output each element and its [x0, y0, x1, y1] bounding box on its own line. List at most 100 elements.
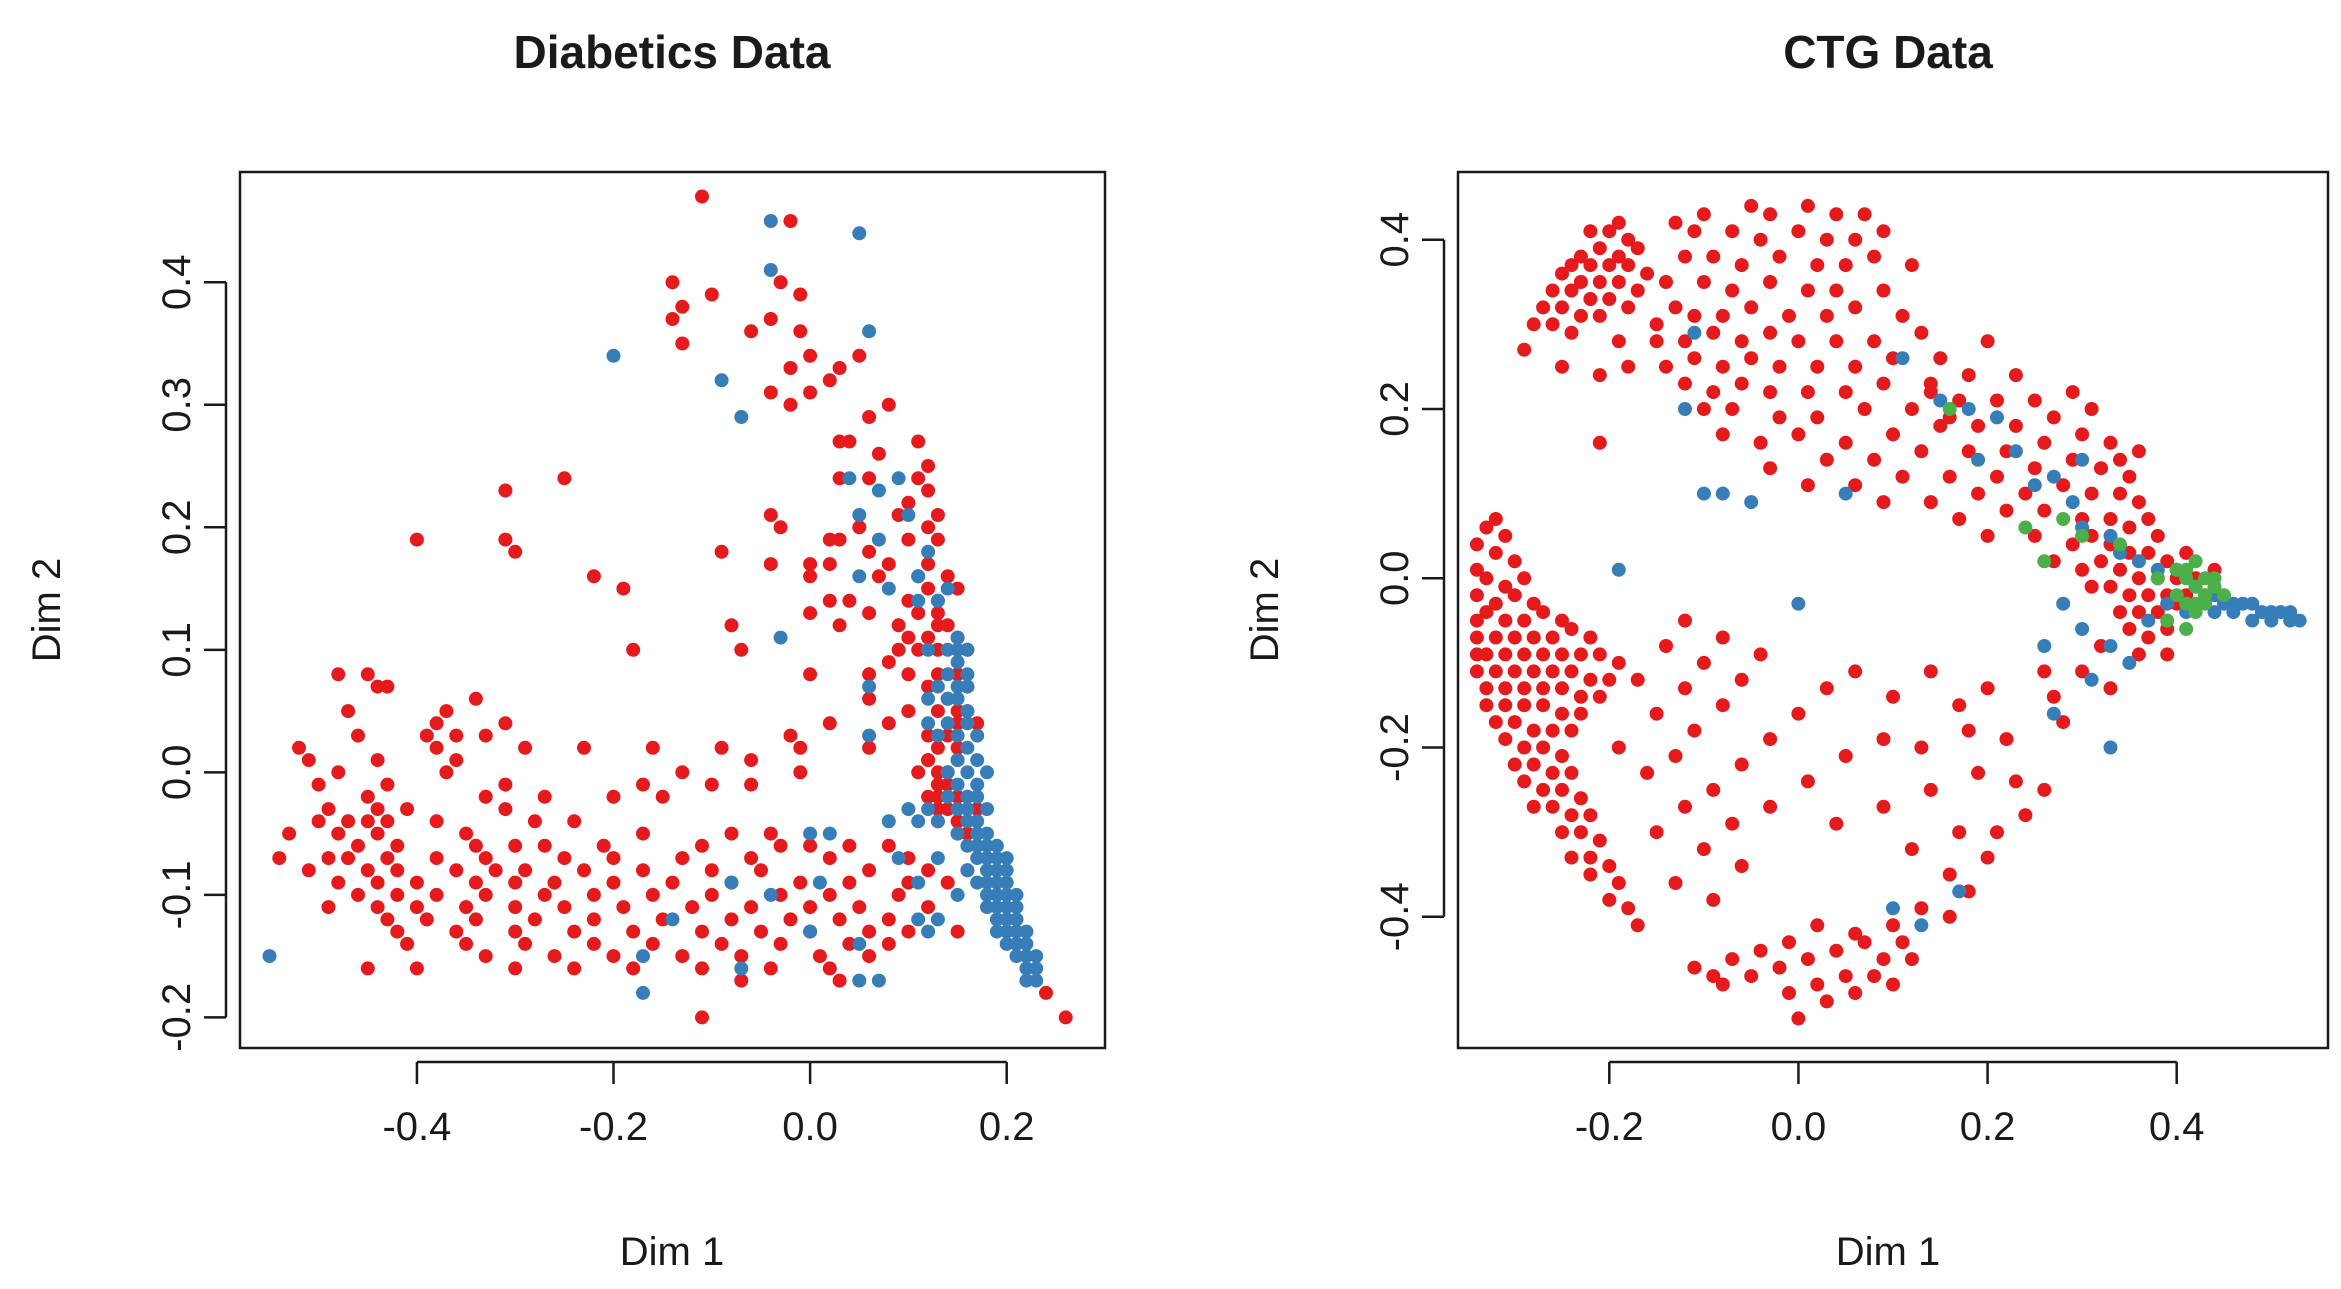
ctg-point-s1-52: [1838, 258, 1853, 273]
diabetics-point-s1-252: [616, 900, 631, 915]
diabetics-point-s2-46: [970, 753, 985, 768]
diabetics-point-s1-47: [930, 532, 945, 547]
ctg-point-s1-312: [1886, 689, 1900, 704]
ctg-point-s1-230: [1498, 647, 1513, 662]
ctg-point-s1-281: [1592, 833, 1607, 848]
diabetics-point-s1-171: [527, 814, 542, 829]
diabetics-point-s2-7: [842, 471, 857, 486]
diabetics-point-s2-8: [891, 471, 906, 486]
diabetics-point-s1-232: [842, 875, 857, 890]
diabetics-point-s1-104: [950, 704, 965, 719]
diabetics-point-s1-160: [498, 802, 513, 817]
ctg-point-s1-280: [1573, 825, 1588, 840]
diabetics-point-s1-29: [862, 471, 877, 486]
ctg-points: [1469, 198, 2307, 1026]
diabetics-point-s1-53: [616, 581, 631, 596]
diabetics-point-s1-107: [351, 728, 365, 743]
diabetics-point-s2-86: [911, 875, 926, 890]
diabetics-point-s2-43: [862, 728, 877, 743]
diabetics-point-s1-228: [606, 875, 621, 890]
diabetics-point-s1-142: [793, 765, 808, 780]
ctg-point-s1-219: [1536, 605, 1551, 620]
diabetics-point-s1-256: [852, 900, 867, 915]
diabetics-point-s2-84: [724, 875, 739, 890]
diabetics-point-s1-201: [478, 851, 493, 866]
diabetics-point-s1-5: [675, 299, 690, 314]
diabetics-point-s1-103: [930, 704, 945, 719]
ctg-point-s1-125: [1867, 452, 1882, 467]
diabetics-point-s1-30: [911, 471, 926, 486]
ctg-point-s3-21: [2188, 605, 2203, 620]
ctg-point-s1-17: [1545, 283, 1560, 298]
diabetics-point-s1-283: [645, 936, 660, 951]
diabetics-point-s1-78: [734, 642, 749, 657]
diabetics-point-s2-69: [822, 826, 837, 841]
ctg-point-s1-363: [1791, 1011, 1806, 1026]
ctg-point-s1-239: [1507, 664, 1522, 679]
diabetics-point-s1-307: [1058, 1010, 1073, 1025]
diabetics-point-s2-61: [960, 814, 975, 829]
diabetics-point-s1-67: [911, 606, 926, 621]
ctg-point-s2-16: [2103, 528, 2118, 543]
ctg-point-s1-156: [2122, 520, 2137, 535]
diabetics-points: [262, 189, 1073, 1025]
diabetics-point-s1-114: [921, 728, 936, 743]
diabetics-point-s1-76: [940, 618, 955, 633]
ctg-point-s1-240: [1526, 664, 1541, 679]
diabetics-point-s1-261: [527, 912, 542, 927]
diabetics-point-s1-236: [390, 887, 405, 902]
diabetics-point-s2-36: [960, 704, 975, 719]
diabetics-point-s1-51: [881, 557, 896, 572]
ctg-point-s1-339: [1942, 867, 1957, 882]
ctg-point-s1-87: [1933, 351, 1948, 366]
diabetics-point-s1-84: [881, 655, 896, 670]
diabetics-point-s1-91: [862, 667, 877, 682]
diabetics-point-s1-174: [950, 814, 965, 829]
diabetics-point-s1-258: [380, 912, 395, 927]
diabetics-point-s2-55: [980, 802, 994, 817]
diabetics-point-s1-202: [557, 851, 572, 866]
diabetics-y-tick-label: 0.0: [155, 745, 199, 801]
diabetics-point-s2-126: [1029, 973, 1044, 988]
ctg-point-s1-54: [1904, 258, 1919, 273]
diabetics-point-s1-278: [950, 924, 965, 939]
ctg-point-s1-367: [1895, 935, 1910, 950]
diabetics-point-s1-156: [321, 802, 336, 817]
diabetics-point-s2-87: [970, 875, 985, 890]
diabetics-point-s1-246: [321, 900, 336, 915]
ctg-x-label: Dim 1: [1836, 1230, 1940, 1274]
ctg-point-s1-53: [1867, 249, 1882, 264]
diabetics-point-s2-113: [999, 936, 1014, 951]
diabetics-point-s1-61: [940, 569, 955, 584]
diabetics-point-s2-32: [960, 679, 975, 694]
diabetics-point-s1-206: [822, 851, 837, 866]
ctg-point-s1-0: [1611, 215, 1626, 230]
diabetics-point-s1-282: [586, 936, 601, 951]
ctg-point-s1-224: [1526, 630, 1541, 645]
diabetics-x-label: Dim 1: [620, 1230, 724, 1274]
ctg-point-s1-327: [1706, 892, 1721, 907]
diabetics-point-s2-97: [980, 900, 994, 915]
ctg-point-s1-76: [1829, 334, 1844, 349]
ctg-point-s1-42: [1753, 232, 1768, 247]
diabetics-point-s2-96: [1009, 887, 1024, 902]
ctg-point-s1-59: [1800, 283, 1815, 298]
diabetics-point-s2-71: [970, 838, 985, 853]
diabetics-point-s1-32: [901, 495, 916, 510]
ctg-point-s1-315: [1980, 681, 1995, 696]
ctg-point-s1-220: [1555, 613, 1569, 628]
diabetics-point-s1-238: [478, 887, 493, 902]
ctg-point-s2-26: [2245, 596, 2260, 611]
diabetics-point-s1-145: [950, 789, 965, 804]
diabetics-point-s2-41: [930, 728, 945, 743]
ctg-point-s1-265: [1536, 740, 1551, 755]
diabetics-point-s2-20: [773, 630, 788, 645]
diabetics-point-s2-93: [980, 887, 994, 902]
diabetics-x-tick-label: 0.2: [979, 1105, 1035, 1149]
diabetics-point-s1-189: [537, 838, 552, 853]
diabetics-point-s1-164: [940, 802, 955, 817]
diabetics-point-s1-216: [636, 863, 650, 878]
diabetics-point-s1-281: [518, 936, 533, 951]
diabetics-point-s2-89: [989, 875, 1004, 890]
diabetics-point-s2-4: [606, 348, 621, 363]
